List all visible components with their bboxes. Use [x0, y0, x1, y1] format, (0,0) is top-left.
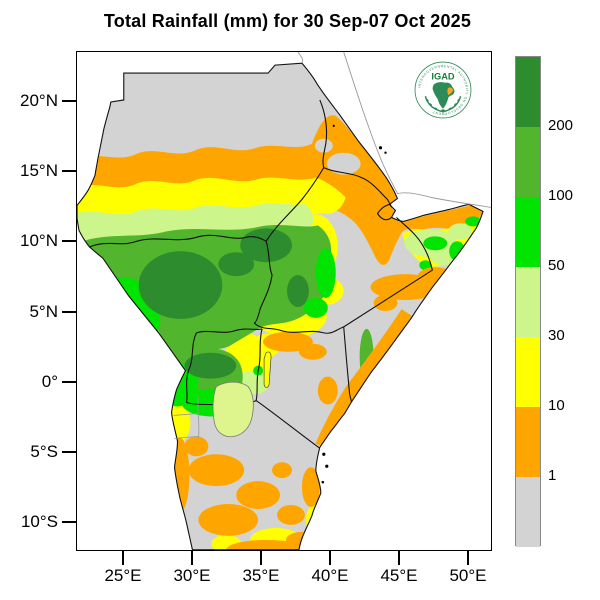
- legend-colorbar: [515, 56, 541, 547]
- islands: [321, 124, 387, 484]
- lon-tick-30e: [191, 551, 193, 565]
- legend-label-200: 200: [548, 117, 574, 134]
- lat-tick-10s: [62, 521, 76, 523]
- lat-tick-0: [62, 381, 76, 383]
- lat-label-15n: 15°N: [20, 161, 58, 180]
- laurel-icon: [424, 96, 462, 113]
- legend-label-100: 100: [548, 187, 574, 204]
- lon-label-40e: 40°E: [311, 566, 349, 585]
- lake-victoria: [212, 381, 254, 438]
- lon-tick-45e: [398, 551, 400, 565]
- legend-label-10: 10: [548, 397, 565, 414]
- lake-turkana: [263, 351, 272, 388]
- legend-cell-lt1: [516, 477, 540, 547]
- lon-tick-40e: [329, 551, 331, 565]
- legend-label-30: 30: [548, 327, 565, 344]
- logo-igad-text: IGAD: [431, 72, 455, 82]
- lat-label-5s: 5°S: [30, 442, 58, 461]
- lon-label-50e: 50°E: [449, 566, 487, 585]
- legend-label-1: 1: [548, 467, 557, 484]
- lat-tick-15n: [62, 170, 76, 172]
- lon-tick-35e: [260, 551, 262, 565]
- horn-of-africa-highlight: [447, 87, 454, 96]
- lat-tick-20n: [62, 100, 76, 102]
- lat-label-10n: 10°N: [20, 231, 58, 250]
- legend-cell-100-200: [516, 127, 540, 197]
- lon-label-35e: 35°E: [242, 566, 280, 585]
- lon-label-25e: 25°E: [104, 566, 142, 585]
- legend-cell-gt200: [516, 57, 540, 127]
- rainfall-map-svg: [77, 52, 491, 550]
- lat-label-20n: 20°N: [20, 91, 58, 110]
- lon-tick-25e: [122, 551, 124, 565]
- legend-label-50: 50: [548, 257, 565, 274]
- foreign-coastlines: [297, 52, 491, 208]
- lat-label-0: 0°: [41, 372, 58, 391]
- lat-tick-5s: [62, 451, 76, 453]
- legend-cell-1-10: [516, 407, 540, 477]
- page-title: Total Rainfall (mm) for 30 Sep-07 Oct 20…: [103, 11, 472, 31]
- lat-tick-10n: [62, 240, 76, 242]
- igad-logo: INTERGOVERNMENTAL AUTHORITY ON DEVELOPME…: [414, 61, 472, 119]
- legend-cell-50-100: [516, 197, 540, 267]
- lat-label-10s: 10°S: [20, 512, 58, 531]
- lon-label-45e: 45°E: [380, 566, 418, 585]
- map-plot-area: [76, 51, 492, 551]
- lon-tick-50e: [467, 551, 469, 565]
- lat-label-5n: 5°N: [29, 302, 58, 321]
- lat-tick-5n: [62, 311, 76, 313]
- legend-cell-30-50: [516, 267, 540, 337]
- legend-cell-10-30: [516, 337, 540, 407]
- non-igad-borders: [173, 396, 200, 439]
- rainfall-raster: [77, 63, 484, 550]
- lon-label-30e: 30°E: [173, 566, 211, 585]
- laurel-leaves: [426, 98, 460, 112]
